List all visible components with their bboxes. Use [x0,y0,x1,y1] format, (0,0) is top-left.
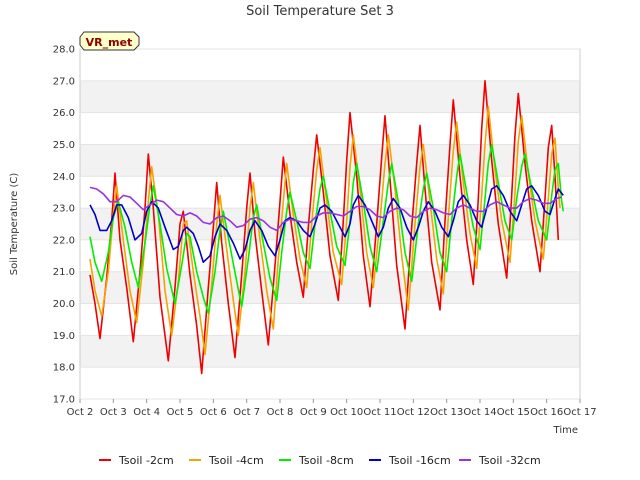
y-tick-label: 17.0 [53,395,75,406]
y-tick-label: 22.0 [53,235,75,246]
x-tick-label: Oct 10 [330,407,363,418]
x-tick-label: Oct 12 [397,407,430,418]
x-tick-label: Oct 6 [200,407,227,418]
x-axis-label: Time [553,425,578,436]
x-tick-label: Oct 11 [363,407,396,418]
legend-item: Tsoil -16cm [369,454,451,467]
x-tick-label: Oct 8 [267,407,294,418]
x-tick-label: Oct 9 [300,407,327,418]
x-tick-label: Oct 4 [133,407,160,418]
band [80,271,580,304]
y-tick-label: 23.0 [53,204,75,215]
y-tick-label: 28.0 [53,45,75,56]
y-axis: 17.0 18.0 19.0 20.0 21.0 22.0 23.0 24.0 25.0 26.0… [53,45,580,406]
x-axis: Oct 2 Oct 3 Oct 4 Oct 5 Oct 6 Oct 7 Oct 8 Oct 9… [67,399,597,418]
x-tick-label: Oct 5 [167,407,194,418]
y-tick-label: 24.0 [53,172,75,183]
legend-item: Tsoil -4cm [189,454,264,467]
band [80,112,580,145]
series-line-2 [89,105,561,356]
y-tick-label: 26.0 [53,108,75,119]
y-tick-label: 27.0 [53,76,75,87]
series-line-5 [89,186,562,232]
legend-item: Tsoil -8cm [279,454,354,467]
x-tick-label: Oct 16 [530,407,563,418]
legend-label: Tsoil -8cm [298,454,354,467]
legend-label: Tsoil -16cm [388,454,451,467]
band [80,335,580,368]
station-badge: VR_met [79,31,140,51]
legend-label: Tsoil -4cm [208,454,264,467]
x-tick-label: Oct 15 [497,407,530,418]
legend-label: Tsoil -32cm [478,454,541,467]
y-tick-label: 20.0 [53,299,75,310]
x-tick-label: Oct 14 [463,407,496,418]
band [80,80,580,113]
series-lines [89,80,565,375]
y-tick-label: 18.0 [53,363,75,374]
series-line-3 [89,143,565,314]
series-line-1 [89,80,560,375]
band [80,303,580,336]
legend: Tsoil -2cm Tsoil -4cm Tsoil -8cm Tsoil -16c… [99,454,541,467]
y-tick-label: 25.0 [53,140,75,151]
legend-label: Tsoil -2cm [118,454,174,467]
legend-item: Tsoil -2cm [99,454,174,467]
y-axis-label: Soil Temperature (C) [9,173,20,276]
y-tick-label: 19.0 [53,331,75,342]
band [80,144,580,177]
station-badge-shape [79,31,140,51]
band [80,367,580,399]
x-tick-label: Oct 3 [100,407,127,418]
y-tick-label: 21.0 [53,267,75,278]
station-badge-label: VR_met [86,36,133,49]
legend-item: Tsoil -32cm [459,454,541,467]
x-tick-label: Oct 2 [67,407,94,418]
x-tick-label: Oct 7 [233,407,260,418]
band [80,49,580,81]
chart-title: Soil Temperature Set 3 [246,4,394,19]
series-line-4 [89,185,564,264]
x-tick-label: Oct 13 [430,407,463,418]
x-tick-label: Oct 17 [563,407,596,418]
